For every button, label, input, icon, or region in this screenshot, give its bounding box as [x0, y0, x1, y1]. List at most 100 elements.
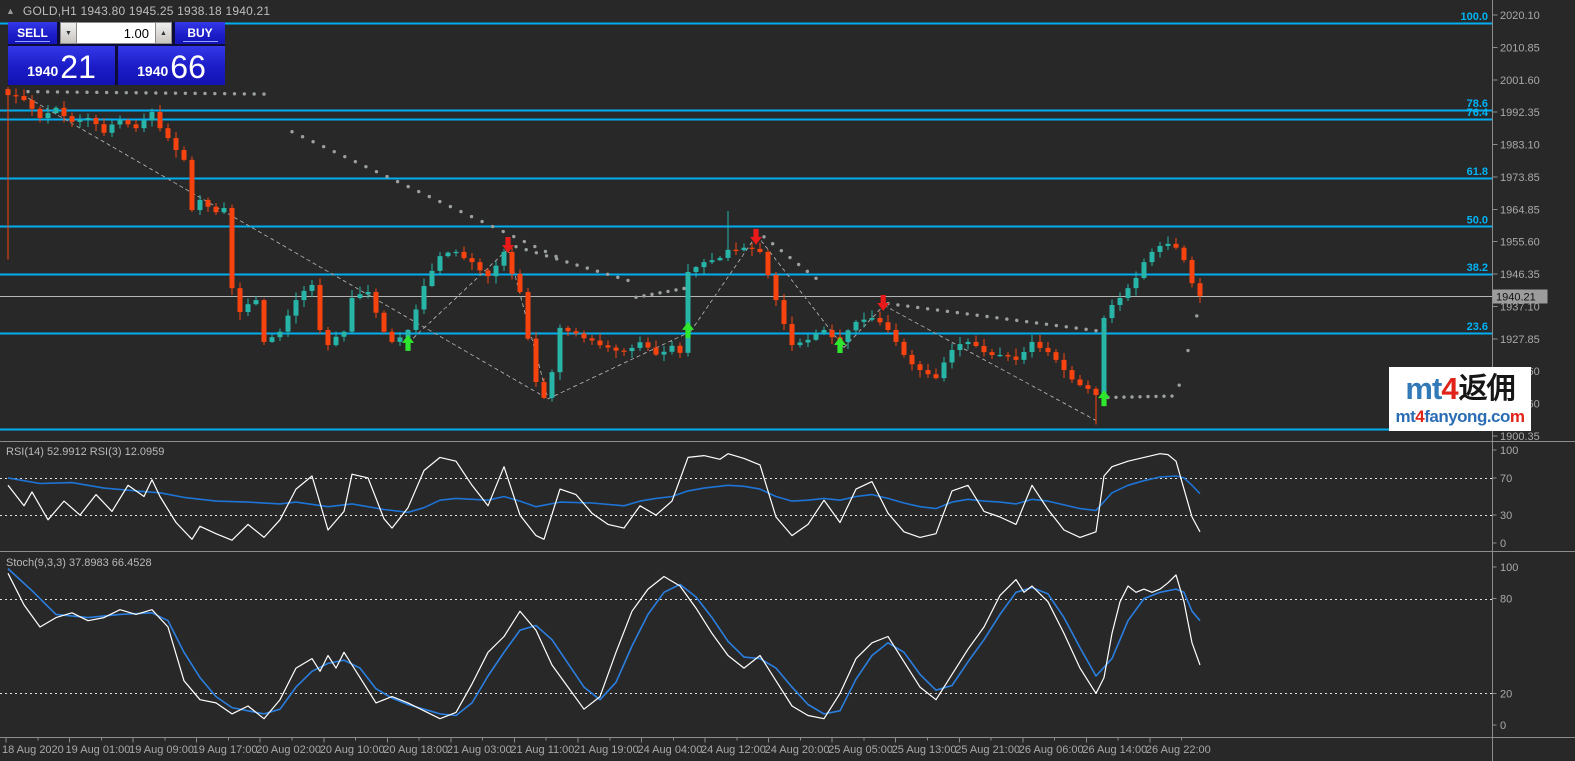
candle-up	[949, 350, 955, 363]
lot-increase-button[interactable]: ▲	[155, 22, 172, 44]
candle-up	[717, 257, 723, 261]
lot-size-field-wrap	[77, 22, 155, 44]
down-arrow-icon	[877, 294, 890, 311]
candle-down	[101, 124, 107, 133]
candle-down	[1069, 370, 1075, 380]
candle-up	[861, 319, 867, 322]
candle-down	[485, 270, 491, 277]
candle-down	[677, 345, 683, 353]
url-m: m	[1509, 407, 1525, 426]
candle-up	[285, 315, 291, 332]
price-axis-label: 1946.35	[1500, 269, 1540, 281]
sell-price-box[interactable]: 1940 21	[8, 46, 115, 85]
candle-down	[213, 206, 219, 213]
candle-up	[853, 321, 859, 331]
candle-down	[749, 247, 755, 249]
candle-down	[1181, 247, 1187, 261]
sar-dot	[1122, 395, 1126, 399]
rsi14-line	[7, 475, 1201, 514]
candle-up	[821, 329, 827, 334]
price-axis-label: 1973.85	[1500, 172, 1540, 184]
candle-up	[397, 337, 403, 342]
time-axis-label: 25 Aug 21:00	[955, 744, 1020, 756]
sar-dot	[514, 244, 518, 249]
sar-dot	[490, 224, 495, 229]
url-4: 4	[1415, 407, 1425, 426]
candle-up	[501, 251, 507, 266]
candle-down	[893, 329, 899, 342]
candle-down	[133, 124, 139, 129]
candle-down	[509, 251, 515, 274]
sar-dot	[1195, 314, 1199, 318]
candle-down	[789, 323, 795, 346]
candle-down	[877, 318, 883, 323]
price-axis-label: 1927.85	[1500, 334, 1540, 346]
sar-dot	[906, 304, 910, 308]
current-price-tag	[1492, 289, 1548, 304]
sar-dot	[1064, 325, 1068, 329]
sar-dot	[522, 239, 527, 244]
candle-down	[5, 89, 11, 96]
time-axis-label: 26 Aug 22:00	[1146, 744, 1211, 756]
sar-dot	[427, 194, 431, 199]
buy-price-box[interactable]: 1940 66	[118, 46, 225, 85]
price-axis-label: 2001.60	[1500, 75, 1540, 87]
down-arrow-icon	[502, 236, 514, 253]
time-axis-label: 26 Aug 06:00	[1019, 744, 1084, 756]
candle-down	[917, 364, 923, 371]
candle-up	[149, 112, 155, 121]
candle-up	[869, 318, 875, 320]
candle-down	[317, 284, 323, 330]
candle-up	[85, 117, 91, 120]
candle-up	[669, 345, 675, 352]
candle-down	[261, 300, 267, 342]
candle-up	[197, 199, 203, 211]
candle-up	[685, 271, 691, 353]
lot-size-input[interactable]	[77, 23, 155, 43]
stoch-indicator-label: Stoch(9,3,3) 37.8983 66.4528	[6, 557, 152, 569]
candle-down	[1093, 388, 1099, 396]
up-arrow-icon	[402, 334, 414, 351]
sar-dot	[480, 219, 484, 224]
sar-dot	[242, 92, 247, 96]
watermark-url: mt4fanyong.com	[1395, 407, 1525, 426]
up-arrow-icon	[1098, 390, 1110, 407]
sar-dot	[1138, 395, 1142, 399]
sar-dot	[585, 266, 589, 270]
candle-up	[437, 256, 443, 271]
buy-button[interactable]: BUY	[175, 22, 225, 44]
candle-up	[493, 265, 499, 277]
candle-up	[797, 342, 803, 346]
price-axis-label: 1983.10	[1500, 140, 1540, 152]
sell-button[interactable]: SELL	[8, 22, 57, 44]
price-axis-label: 1955.60	[1500, 237, 1540, 249]
sar-dot	[935, 308, 940, 312]
candle-up	[301, 290, 307, 301]
rsi-scale-label: 100	[1500, 445, 1518, 457]
time-axis-label: 20 Aug 18:00	[383, 744, 448, 756]
stoch-signal-line	[7, 568, 1201, 717]
candle-up	[453, 251, 459, 254]
candle-up	[661, 351, 667, 355]
sar-dot	[626, 278, 630, 283]
fib-label-50.0: 50.0	[1467, 214, 1488, 226]
sar-dot	[134, 91, 138, 95]
sar-dot	[770, 242, 775, 246]
sar-dot	[1177, 383, 1181, 387]
candle-up	[141, 120, 147, 129]
candle-down	[229, 207, 235, 289]
sar-dot	[459, 209, 463, 214]
lot-decrease-button[interactable]: ▼	[60, 22, 77, 44]
candle-down	[165, 128, 171, 139]
fib-label-38.2: 38.2	[1467, 262, 1488, 274]
sar-dot	[1034, 321, 1039, 325]
candle-up	[941, 362, 947, 379]
time-axis-label: 19 Aug 09:00	[129, 744, 194, 756]
time-axis-label: 20 Aug 10:00	[320, 744, 385, 756]
price-axis-label: 1992.35	[1500, 107, 1540, 119]
collapse-triangle-icon[interactable]: ▲	[6, 6, 15, 16]
sar-dot	[448, 204, 453, 209]
rsi-indicator-label: RSI(14) 52.9912 RSI(3) 12.0959	[6, 446, 165, 458]
